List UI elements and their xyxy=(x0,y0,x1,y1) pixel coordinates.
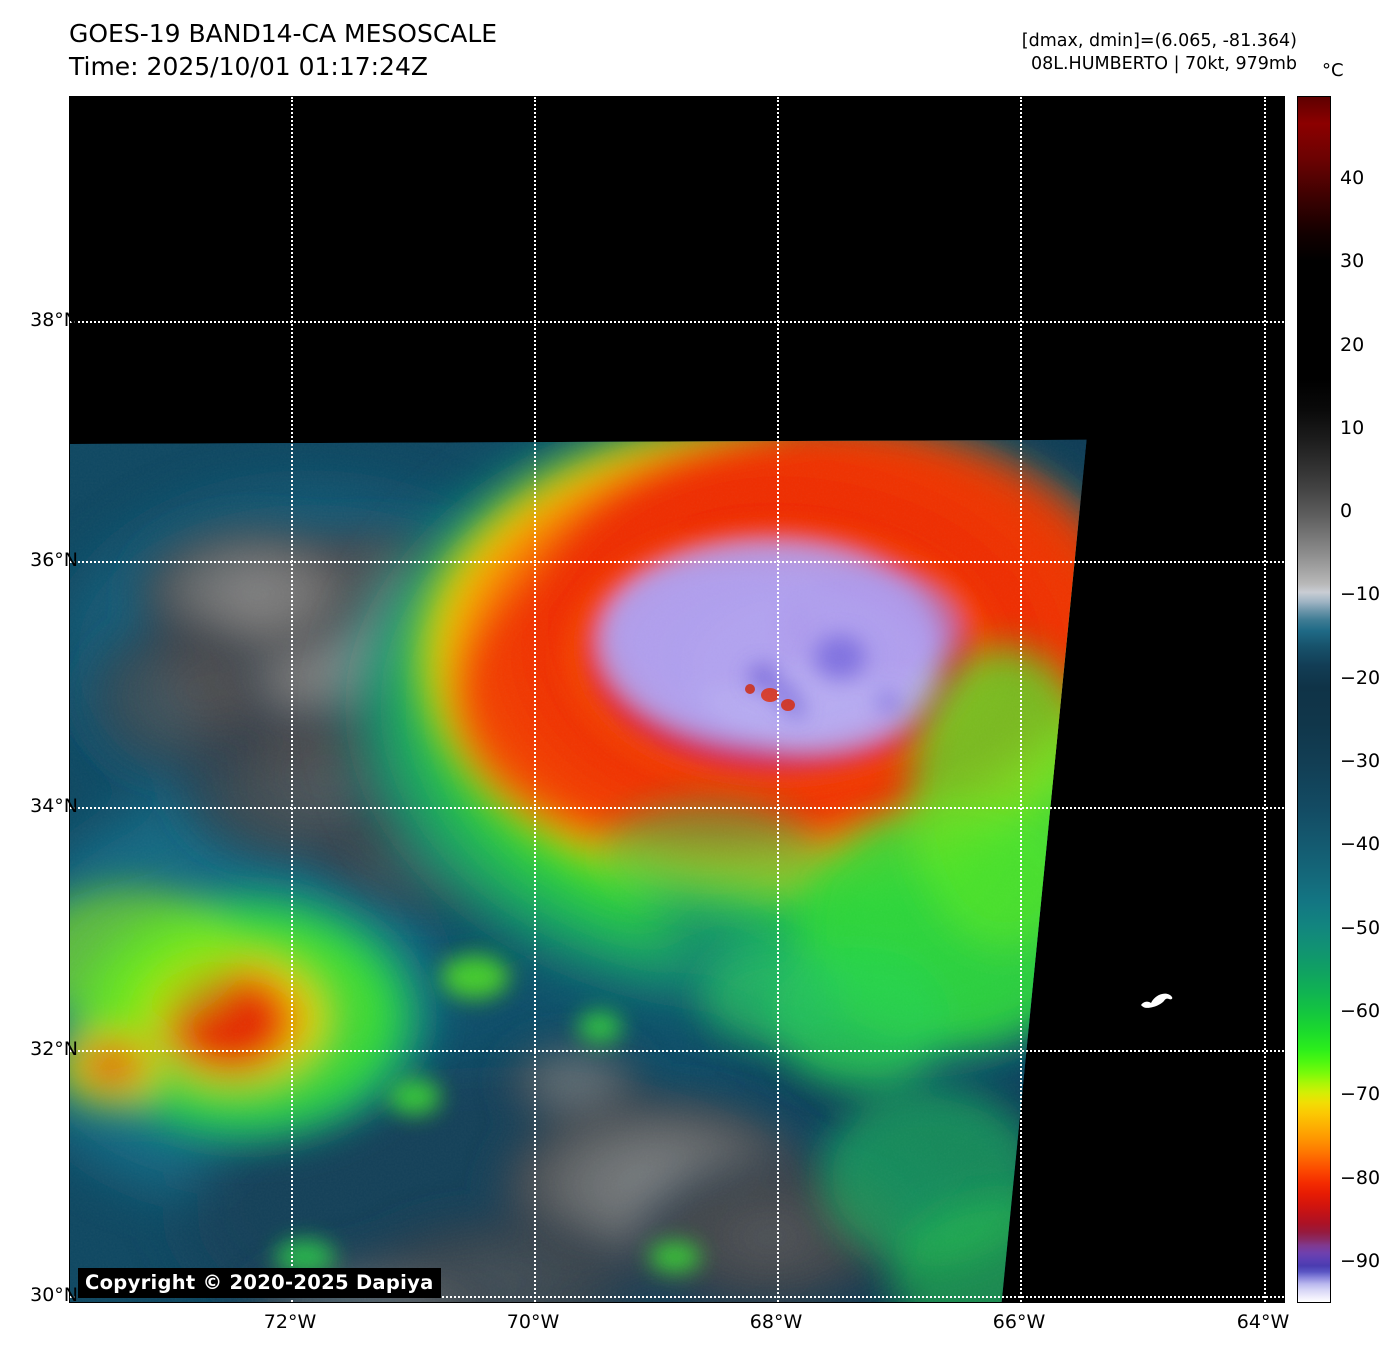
bermuda-landmass-icon xyxy=(1141,993,1173,1008)
cbar-tick-40: 40 xyxy=(1340,167,1365,189)
imagery-layer xyxy=(70,97,1284,1302)
ytick-38N: 38°N xyxy=(30,309,78,331)
xtick-72W: 72°W xyxy=(263,1311,317,1333)
ytick-32N: 32°N xyxy=(30,1038,78,1060)
ytick-34N: 34°N xyxy=(30,795,78,817)
cbar-tick-m50: −50 xyxy=(1340,917,1381,939)
cbar-tick-m70: −70 xyxy=(1340,1083,1381,1105)
page-title: GOES-19 BAND14-CA MESOSCALE Time: 2025/1… xyxy=(69,18,497,83)
xtick-66W: 66°W xyxy=(992,1311,1046,1333)
cbar-tick-m90: −90 xyxy=(1340,1250,1381,1272)
copyright-notice: Copyright © 2020-2025 Dapiya xyxy=(78,1268,441,1298)
cbar-tick-m60: −60 xyxy=(1340,1000,1381,1022)
cbar-tick-20: 20 xyxy=(1340,334,1365,356)
cbar-tick-m20: −20 xyxy=(1340,667,1381,689)
cbar-tick-30: 30 xyxy=(1340,250,1365,272)
cbar-tick-m30: −30 xyxy=(1340,750,1381,772)
cbar-tick-m10: −10 xyxy=(1340,583,1381,605)
timestamp-label: Time: 2025/10/01 01:17:24Z xyxy=(69,51,428,81)
cbar-tick-0: 0 xyxy=(1340,500,1353,522)
cbar-tick-m40: −40 xyxy=(1340,833,1381,855)
xtick-64W: 64°W xyxy=(1236,1311,1290,1333)
xtick-70W: 70°W xyxy=(506,1311,560,1333)
metadata-block: [dmax, dmin]=(6.065, -81.364) 08L.HUMBER… xyxy=(1022,30,1297,76)
ytick-30N: 30°N xyxy=(30,1284,78,1306)
satellite-data-sector xyxy=(70,439,1087,1302)
cbar-tick-m80: −80 xyxy=(1340,1167,1381,1189)
satellite-image-plot[interactable]: Copyright © 2020-2025 Dapiya xyxy=(69,96,1285,1303)
storm-info-label: 08L.HUMBERTO | 70kt, 979mb xyxy=(1030,54,1297,75)
dmax-dmin-label: [dmax, dmin]=(6.065, -81.364) xyxy=(1021,31,1297,51)
temperature-colorbar[interactable] xyxy=(1297,96,1331,1303)
ytick-36N: 36°N xyxy=(30,549,78,571)
product-title: GOES-19 BAND14-CA MESOSCALE xyxy=(69,19,498,48)
brightness-temperature-field xyxy=(70,439,1087,1302)
colorbar-unit-label: °C xyxy=(1322,60,1344,81)
xtick-68W: 68°W xyxy=(749,1311,803,1333)
cbar-tick-10: 10 xyxy=(1340,417,1365,439)
